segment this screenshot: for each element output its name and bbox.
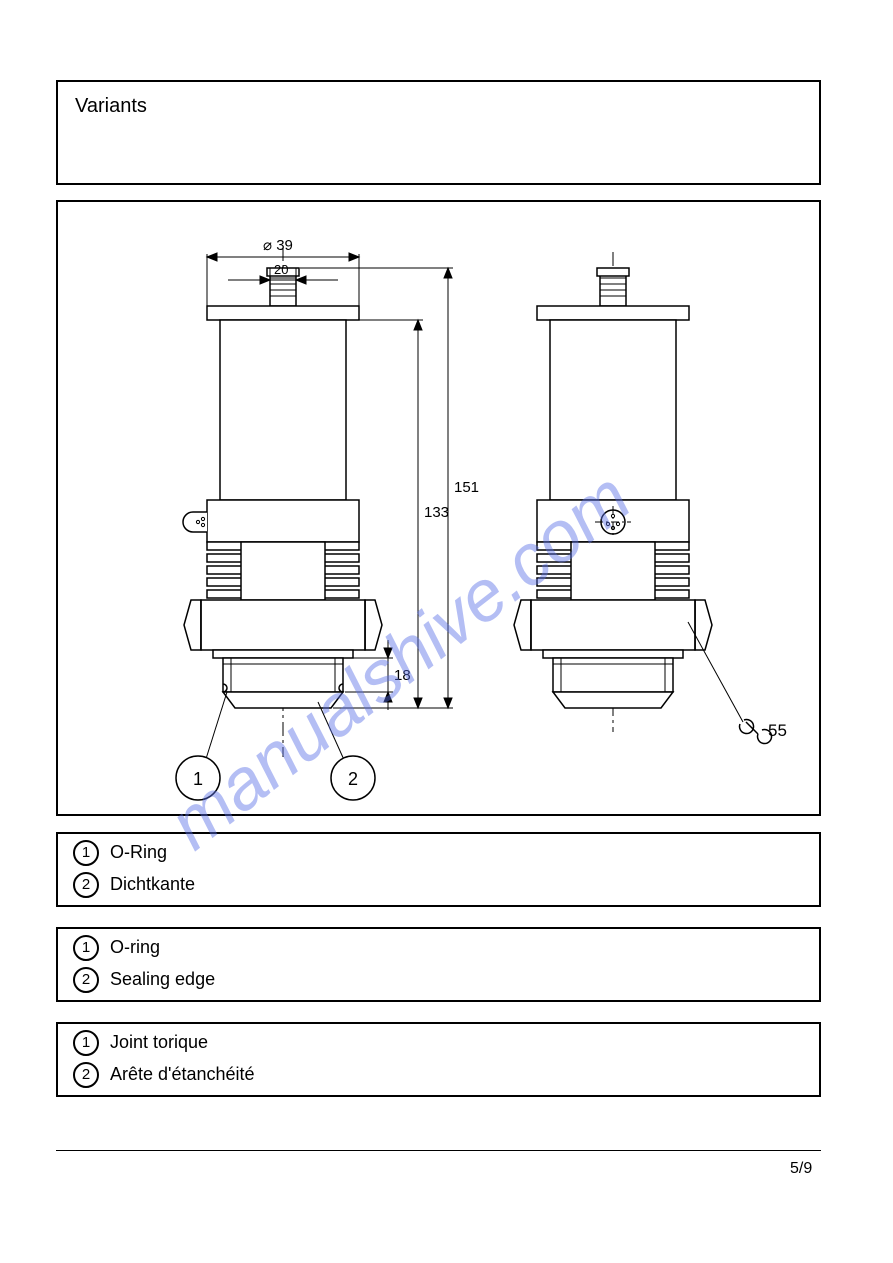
callout-1-number: 1 [193, 769, 203, 789]
fins [207, 542, 359, 600]
legend-box-gb [56, 927, 821, 1002]
callout-2-number: 2 [348, 769, 358, 789]
legend-gb-text-2: Sealing edge [110, 969, 215, 990]
left-view [183, 247, 382, 762]
svg-text:20: 20 [274, 262, 288, 277]
legend-gb-num-1: 1 [73, 935, 99, 961]
page: Variants [0, 0, 893, 1263]
title-variants: Variants [75, 95, 147, 118]
legend-gb-text-1: O-ring [110, 937, 160, 958]
legend-fr-text-1: Joint torique [110, 1032, 208, 1053]
wrench-note: 55 [740, 720, 787, 744]
right-view [514, 252, 743, 732]
legend-de-text-1: O-Ring [110, 842, 167, 863]
legend-fr-num-2: 2 [73, 1062, 99, 1088]
svg-text:151: 151 [454, 479, 479, 496]
svg-text:⌀ 39: ⌀ 39 [263, 237, 293, 254]
legend-fr-text-2: Arête d'étanchéité [110, 1064, 255, 1085]
legend-gb-num-2: 2 [73, 967, 99, 993]
page-number: 5/9 [790, 1160, 812, 1178]
title-box [56, 80, 821, 185]
svg-text:18: 18 [394, 667, 411, 684]
legend-de-text-2: Dichtkante [110, 874, 195, 895]
figure-box: 1 2 ⌀ 39 20 [56, 200, 821, 816]
legend-de-num-1: 1 [73, 840, 99, 866]
legend-fr-num-1: 1 [73, 1030, 99, 1056]
figure-svg: 1 2 ⌀ 39 20 [58, 202, 823, 818]
svg-text:133: 133 [424, 504, 449, 521]
legend-box-de [56, 832, 821, 907]
svg-text:55: 55 [768, 721, 787, 740]
footer-rule [56, 1150, 821, 1151]
legend-de-num-2: 2 [73, 872, 99, 898]
